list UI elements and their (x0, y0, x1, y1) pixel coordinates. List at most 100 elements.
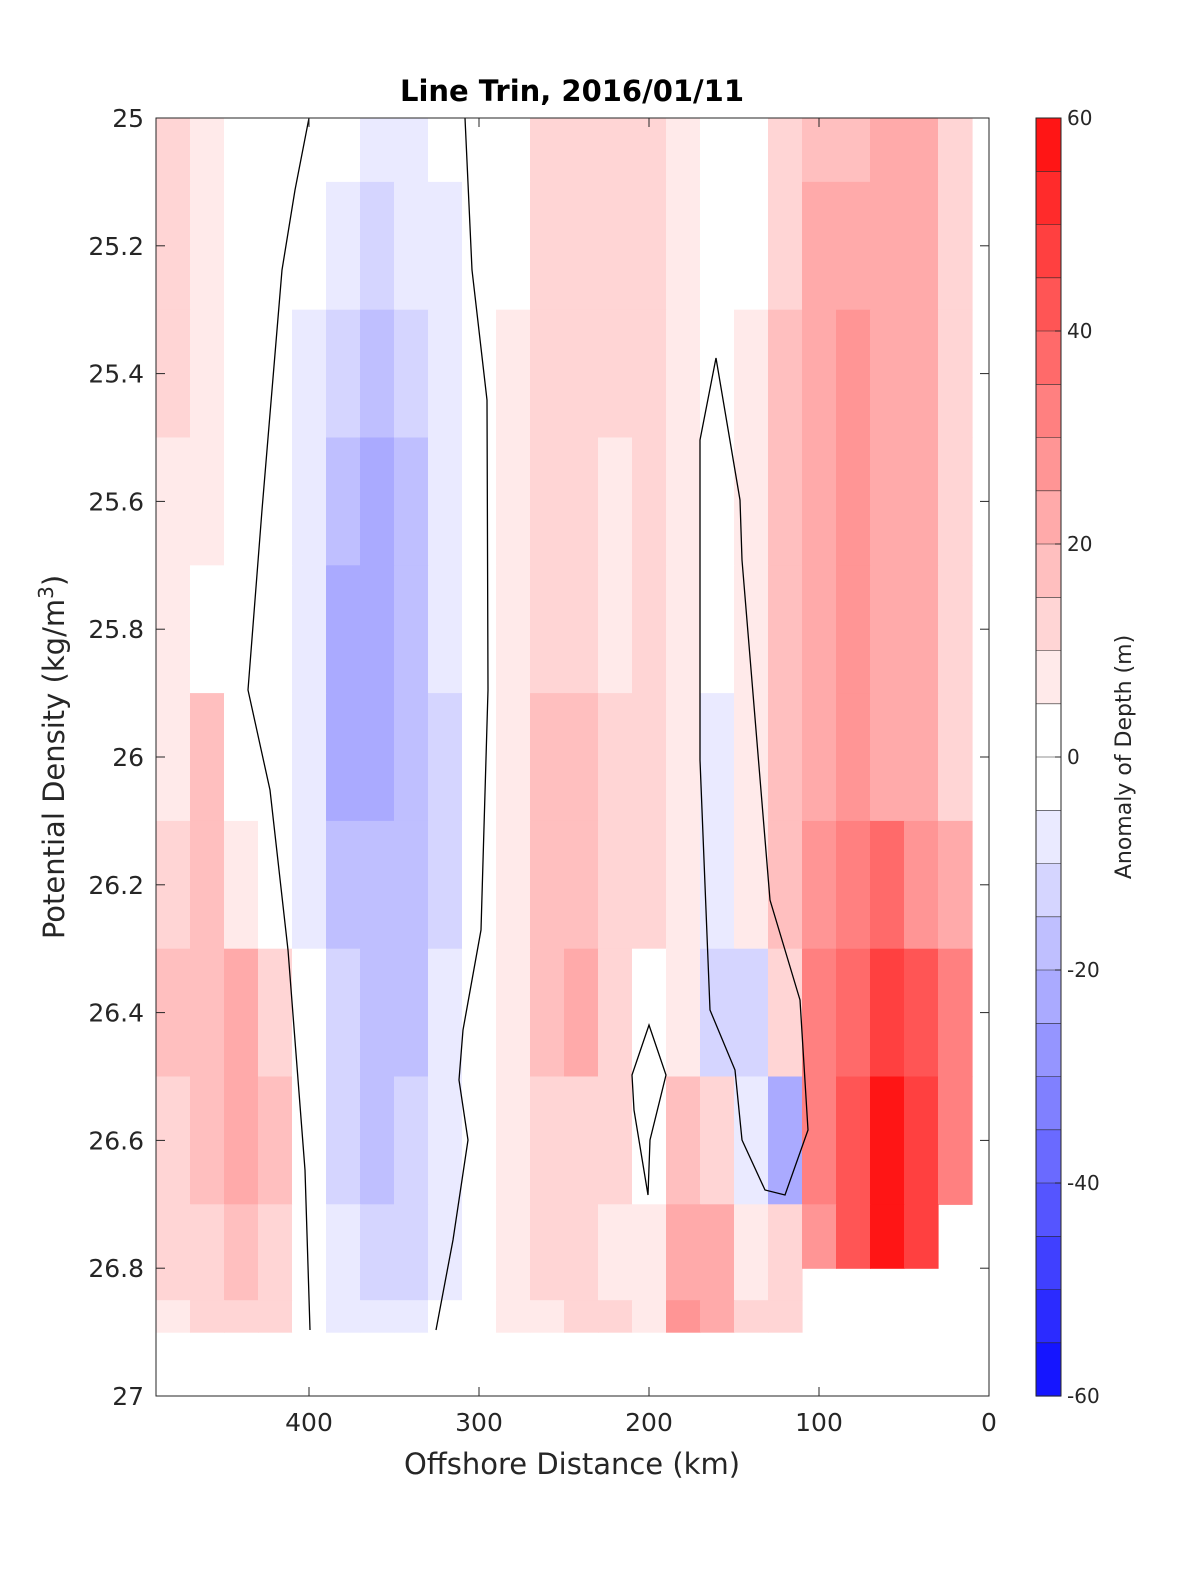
heatmap-cell (190, 565, 225, 694)
heatmap-cell (496, 820, 531, 950)
heatmap-cell (530, 820, 565, 950)
heatmap-cell (768, 1076, 803, 1205)
heatmap-cell (700, 1204, 735, 1301)
heatmap-cell (564, 820, 599, 950)
heatmap-cell (598, 693, 633, 822)
heatmap-cell (632, 437, 667, 566)
heatmap-cell (564, 118, 599, 183)
colorbar-band (1036, 1342, 1061, 1397)
heatmap-cell (734, 309, 769, 439)
heatmap-cell (394, 1204, 429, 1301)
heatmap-cell (224, 1204, 259, 1301)
heatmap-cell (632, 309, 667, 439)
heatmap-cell (904, 309, 939, 439)
heatmap-cell (394, 181, 429, 311)
heatmap-cell (530, 1204, 565, 1301)
heatmap-cell (530, 1076, 565, 1205)
y-tick-label: 25.6 (88, 487, 144, 516)
heatmap-cell (292, 693, 327, 822)
y-axis-label-main: Potential Density (kg/m (37, 599, 71, 939)
heatmap-cell (360, 1204, 395, 1301)
heatmap-cell (836, 181, 871, 311)
heatmap-cell (836, 1204, 871, 1269)
heatmap-cell (700, 181, 735, 311)
heatmap-cell (734, 820, 769, 950)
heatmap-cell (190, 1076, 225, 1205)
colorbar-tick-label: 40 (1067, 319, 1092, 343)
colorbar-band (1036, 224, 1061, 279)
y-axis: 25 25.2 25.4 25.6 25.8 26 26.2 26.4 26.6 26.8 27 (88, 104, 989, 1411)
heatmap-cell (632, 693, 667, 822)
heatmap-cell (360, 820, 395, 950)
heatmap-cell (258, 309, 293, 439)
heatmap-cell (666, 693, 701, 822)
heatmap-cell (258, 1076, 293, 1205)
heatmap-cell (666, 948, 701, 1078)
y-tick-label: 27 (112, 1382, 144, 1411)
heatmap-cell (870, 1076, 905, 1205)
heatmap-cell (700, 820, 735, 950)
heatmap-cell (394, 309, 429, 439)
heatmap-cell (428, 181, 463, 311)
heatmap-cell (292, 437, 327, 566)
heatmap-cell (496, 309, 531, 439)
heatmap-cell (938, 309, 973, 439)
heatmap-cell (428, 948, 463, 1078)
heatmap-cell (462, 1204, 497, 1301)
heatmap-cell (530, 1300, 565, 1333)
heatmap-cell (530, 693, 565, 822)
heatmap-cell (666, 437, 701, 566)
heatmap-cell (802, 693, 837, 822)
heatmap-cell (156, 118, 191, 183)
colorbar-band (1036, 1129, 1061, 1184)
x-tick-label: 0 (981, 1408, 997, 1437)
heatmap-cell (598, 1076, 633, 1205)
heatmap-cell (564, 1204, 599, 1301)
heatmap-cell (904, 1204, 939, 1269)
heatmap-cell (190, 1300, 225, 1333)
heatmap-cell (734, 1076, 769, 1205)
heatmap-cell (292, 820, 327, 950)
heatmap-cell (326, 565, 361, 694)
heatmap-cell (360, 437, 395, 566)
y-axis-label: Potential Density (kg/m3) (34, 575, 71, 939)
heatmap-cell (360, 309, 395, 439)
heatmap-cell (632, 820, 667, 950)
heatmap-cell (870, 820, 905, 950)
heatmap-cell (190, 181, 225, 311)
heatmap-cell (734, 948, 769, 1078)
heatmap-cell (598, 1204, 633, 1301)
heatmap-cell (938, 948, 973, 1078)
heatmap-cell (326, 1204, 361, 1301)
heatmap-cell (802, 820, 837, 950)
zero-contour-line-east (699, 357, 809, 1196)
heatmap-cell (224, 948, 259, 1078)
heatmap-cell (224, 1076, 259, 1205)
heatmap-cell (734, 118, 769, 183)
colorbar-band (1036, 810, 1061, 865)
heatmap-cell (360, 565, 395, 694)
heatmap-cell (938, 1076, 973, 1205)
heatmap-cell (632, 181, 667, 311)
heatmap-cell (360, 181, 395, 311)
heatmap-cell (632, 565, 667, 694)
colorbar-ticks: 60 40 20 0 -20 -40 -60 (1055, 106, 1100, 1408)
heatmap-cell (496, 948, 531, 1078)
heatmap-cell (598, 820, 633, 950)
heatmap-cell (292, 309, 327, 439)
heatmap-cell (530, 437, 565, 566)
heatmap-cell (632, 948, 667, 1078)
heatmap-cell (836, 693, 871, 822)
heatmap-cell (496, 565, 531, 694)
heatmap-cell (564, 1300, 599, 1333)
heatmap-cell (360, 1076, 395, 1205)
heatmap-cell (258, 1300, 293, 1333)
heatmap-cell (598, 565, 633, 694)
heatmap-cell (428, 1076, 463, 1205)
colorbar-band (1036, 863, 1061, 918)
heatmap-cell (700, 309, 735, 439)
heatmap-cell (768, 309, 803, 439)
heatmap-cell (530, 309, 565, 439)
colorbar-band (1036, 384, 1061, 439)
